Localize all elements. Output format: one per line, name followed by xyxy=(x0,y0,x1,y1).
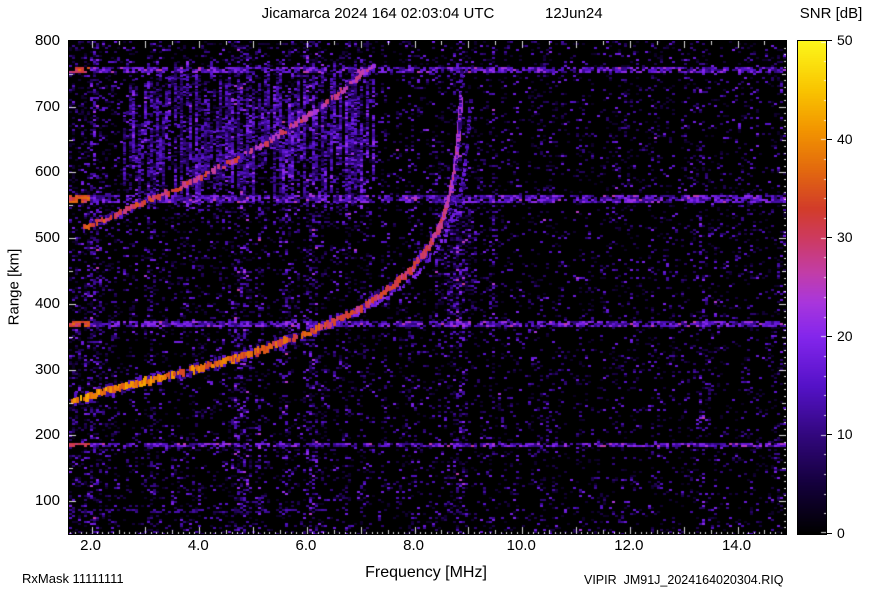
colorbar-tick xyxy=(827,138,832,140)
y-tick-label: 200 xyxy=(34,426,60,444)
x-tick-label: 14.0 xyxy=(721,537,752,554)
rxmask-label: RxMask 11111111 xyxy=(22,571,124,586)
y-tick-label: 300 xyxy=(34,360,60,378)
y-tick-label: 100 xyxy=(34,492,60,510)
colorbar-tick-label: 10 xyxy=(837,426,853,443)
x-tick-label: 2.0 xyxy=(80,537,102,554)
plot-date: 12Jun24 xyxy=(545,5,603,22)
x-tick-label: 6.0 xyxy=(295,537,317,554)
colorbar xyxy=(797,40,827,535)
y-tick-label: 500 xyxy=(34,229,60,247)
x-tick-label: 12.0 xyxy=(614,537,644,554)
colorbar-title: SNR [dB] xyxy=(799,5,863,22)
x-tick-label: 8.0 xyxy=(403,537,424,554)
ionogram-heatmap-canvas xyxy=(69,41,786,534)
colorbar-tick xyxy=(827,40,832,41)
colorbar-tick-label: 20 xyxy=(837,327,853,344)
x-tick-label: 4.0 xyxy=(187,537,209,554)
colorbar-tick-label: 40 xyxy=(837,130,853,147)
colorbar-tick xyxy=(827,237,832,239)
colorbar-tick-label: 30 xyxy=(837,229,853,246)
file-label: VIPIR JM91J_2024164020304.RIQ xyxy=(584,573,784,587)
colorbar-tick xyxy=(827,434,832,436)
colorbar-tick-label: 0 xyxy=(837,525,845,541)
colorbar-tick-label: 50 xyxy=(837,32,853,48)
x-tick-label: 10.0 xyxy=(506,537,536,554)
colorbar-tick-labels: 0 10 20 30 40 50 xyxy=(827,32,873,541)
x-tick-labels: 2.0 4.0 6.0 8.0 10.0 12.0 14.0 xyxy=(68,535,787,557)
y-tick-label: 400 xyxy=(34,294,60,312)
plot-area xyxy=(68,40,787,535)
colorbar-tick xyxy=(827,335,832,337)
y-tick-labels: 100 200 300 400 500 600 700 800 xyxy=(0,32,62,535)
y-tick-label: 700 xyxy=(34,97,60,115)
x-axis-label: Frequency [MHz] xyxy=(365,564,487,581)
y-tick-label: 800 xyxy=(34,32,60,49)
y-tick-label: 600 xyxy=(34,163,60,181)
plot-title: Jicamarca 2024 164 02:03:04 UTC xyxy=(261,5,495,22)
colorbar-tick xyxy=(827,533,832,534)
